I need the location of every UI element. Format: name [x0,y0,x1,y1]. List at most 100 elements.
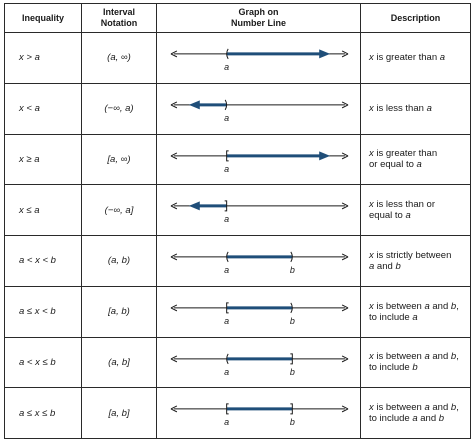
number-line-graph: a [170,48,349,72]
description-cell: x is less than a [360,82,471,135]
description-text: a [369,260,375,272]
inequality-cell: a ≤ x ≤ b [4,387,82,439]
description-text: b [450,402,457,414]
table-row: x ≥ a [a, ∞) a x is greater than or equal to… [4,133,471,186]
table-row: x ≤ a (−∞, a] a x is less than or equal to a [4,184,471,236]
description-text: x [369,103,374,115]
description-text: b [412,362,418,374]
description-text: , [456,402,459,414]
axis-left-arrow [170,151,178,159]
table-row: a < x ≤ b (a, b] a b x is between a and b, to… [4,336,471,389]
description-text: and [417,413,439,425]
open-endpoint-paren [224,99,228,110]
header-graph: Graph on Number Line [156,3,361,33]
description-text: x [369,52,374,64]
table-row: a < x < b (a, b) a b x is strictly between a … [4,235,471,287]
description-text: a [424,300,430,312]
description-cell: x is greater than or equal to a [360,133,471,186]
open-endpoint-paren [226,353,229,364]
description-text: and [429,402,451,414]
description-text: a [416,159,422,171]
interval-notation-cell: (a, ∞) [81,32,157,84]
description-text: is between [373,351,425,363]
closed-endpoint-bracket [226,403,229,415]
number-line-graph: a [170,200,349,224]
number-line-cell: a [156,133,361,186]
axis-right-arrow [341,304,349,312]
description-text: a [412,311,418,323]
table-row: a ≤ x ≤ b [a, b] a b x is between a and b, to… [4,387,471,439]
closed-endpoint-bracket [224,200,228,212]
description-text: is greater than [373,148,438,160]
table-row: x < a (−∞, a) a x is less than a [4,82,471,135]
table-row: a ≤ x < b [a, b) a b x is between a and b, to… [4,285,471,338]
endpoint-label: a [224,163,229,173]
description-text: to include [369,362,413,374]
description-text: a [412,413,418,425]
interval-notation-cell: (−∞, a) [81,82,157,135]
description-text: a [439,52,446,64]
description-text: b [450,300,457,312]
endpoint-label: b [290,265,295,275]
open-endpoint-paren [226,48,229,60]
inequality-cell: x > a [4,32,82,84]
header-interval-line1: Interval [102,7,135,17]
description-text: and [429,351,451,363]
inequality-cell: x ≥ a [4,133,82,186]
ray-right-arrowhead [319,150,331,160]
header-graph-line2: Number Line [230,18,286,28]
description-text: or equal to [369,159,417,171]
description-text: a [424,402,430,414]
interval-notation-cell: [a, b) [81,285,157,338]
description-text: a [424,351,430,363]
endpoint-label: a [224,265,229,275]
description-text: x [369,300,374,312]
number-line-cell: a [156,32,361,84]
number-line-cell: a [156,82,361,135]
endpoint-label: a [224,113,229,123]
endpoint-label: a [224,214,229,224]
open-endpoint-paren [226,251,229,263]
description-text: is strictly between [373,249,452,261]
description-cell: x is greater than a [360,32,471,84]
axis-left-arrow [170,405,178,413]
header-interval-line2: Notation [100,18,138,28]
number-line-graph: a [170,99,349,123]
axis-right-arrow [341,405,349,413]
ray-left-arrowhead [188,100,200,110]
description-cell: x is strictly between a and b [360,235,471,287]
description-text: a [405,210,411,222]
description-text: x [369,148,374,160]
description-text: x [369,199,374,211]
inequality-cell: a < x ≤ b [4,336,82,389]
description-text: x [369,249,374,261]
number-line-cell: a [156,184,361,236]
closed-endpoint-bracket [226,302,229,314]
axis-left-arrow [170,354,178,362]
ray-right-arrowhead [319,49,331,59]
endpoint-label: b [290,316,295,326]
description-text: b [450,351,457,363]
interval-notation-cell: (a, b] [81,336,157,389]
description-text: , [456,351,459,363]
axis-right-arrow [341,253,349,261]
closed-endpoint-bracket [226,149,229,161]
description-text: and [374,260,396,272]
endpoint-label: a [224,417,229,427]
description-text: is less than [373,103,427,115]
axis-left-arrow [170,253,178,261]
axis-left-arrow [170,202,178,210]
description-text: and [429,300,451,312]
description-text: b [395,260,401,272]
inequality-cell: x ≤ a [4,184,82,236]
description-text: is less than or [373,199,435,211]
endpoint-label: a [224,316,229,326]
endpoint-label: a [224,366,229,376]
axis-right-arrow [341,151,349,159]
axis-right-arrow [341,101,349,109]
